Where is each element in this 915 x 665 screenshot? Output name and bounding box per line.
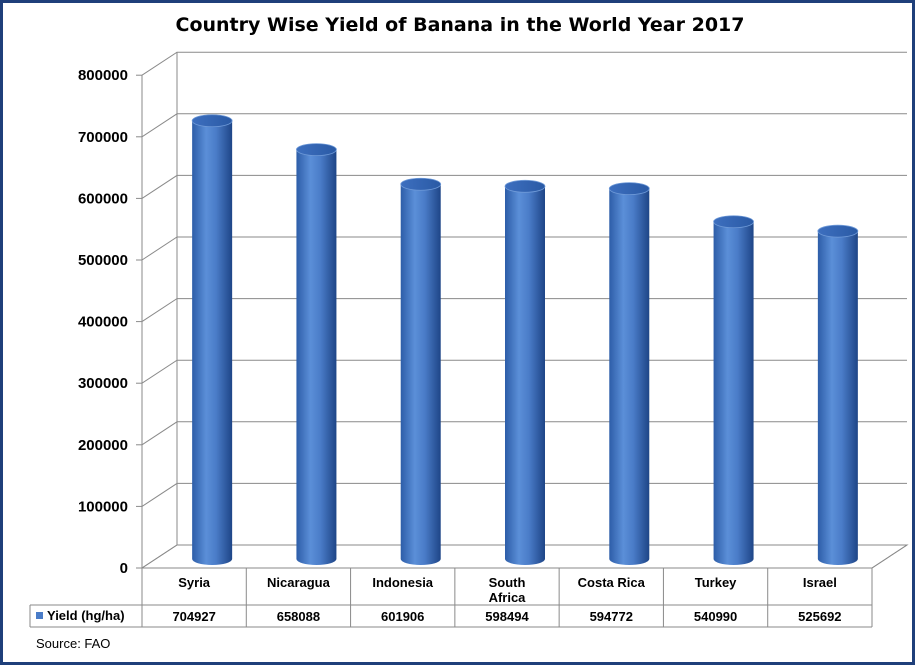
table-value: 704927 [172, 609, 215, 624]
bar-body [505, 186, 545, 565]
plot-walls [136, 51, 909, 569]
bar-body [609, 188, 650, 565]
bar-body [400, 184, 441, 566]
table-value: 601906 [381, 609, 424, 624]
category-label: Nicaragua [267, 575, 331, 590]
gridline [141, 544, 907, 569]
bar [817, 224, 859, 566]
y-tick-label: 0 [120, 560, 128, 577]
category-label: Turkey [695, 575, 737, 590]
gridline [141, 482, 907, 507]
bar [608, 182, 650, 565]
category-label: Costa Rica [578, 575, 646, 590]
table-value: 658088 [277, 609, 320, 624]
table-value: 594772 [590, 609, 633, 624]
category-label: Israel [803, 575, 837, 590]
gridline [141, 51, 907, 76]
bar [713, 215, 754, 565]
legend-label: Yield (hg/ha) [47, 608, 125, 623]
chart-title: Country Wise Yield of Banana in the Worl… [176, 14, 745, 36]
table-value: 598494 [485, 609, 529, 624]
y-tick-label: 400000 [78, 314, 128, 331]
bar-cap [504, 179, 546, 193]
y-tick-label: 500000 [78, 252, 128, 269]
table-value: 525692 [798, 609, 841, 624]
source-note: Source: FAO [36, 636, 110, 651]
legend-swatch [36, 612, 43, 619]
bar [191, 114, 233, 566]
table-value: 540990 [694, 609, 737, 624]
category-label: Africa [489, 590, 527, 605]
bar-series [191, 114, 859, 566]
category-label: Indonesia [372, 575, 433, 590]
bar-cap [817, 224, 859, 238]
gridline [141, 174, 907, 199]
data-table: Yield (hg/ha) Syria 704927 Nicaragua 658088 I… [29, 544, 908, 628]
y-tick-label: 600000 [78, 190, 128, 207]
bar-body [192, 120, 233, 566]
bar [504, 179, 546, 565]
bar-cap [296, 143, 337, 157]
category-label: Syria [178, 575, 211, 590]
table-rule [871, 544, 908, 569]
y-tick-label: 200000 [78, 437, 128, 454]
y-tick-label: 800000 [78, 67, 128, 84]
gridline [141, 236, 907, 261]
category-label: South [489, 575, 526, 590]
bar-body [296, 149, 337, 565]
gridline [141, 298, 907, 323]
bar-cap [713, 215, 754, 229]
bar-cap [608, 182, 650, 196]
bar-body [817, 231, 858, 566]
gridline [141, 113, 907, 138]
gridline [141, 359, 907, 384]
bar-cap [191, 114, 233, 128]
y-tick-label: 700000 [78, 129, 128, 146]
bar-cap [400, 177, 442, 191]
bar [296, 143, 337, 565]
bar [400, 177, 442, 566]
bar-body [713, 221, 754, 565]
gridline [141, 421, 907, 446]
y-tick-label: 100000 [78, 498, 128, 515]
y-axis: 0 100000 200000 300000 400000 500000 600000 700… [78, 67, 128, 577]
y-tick-label: 300000 [78, 375, 128, 392]
